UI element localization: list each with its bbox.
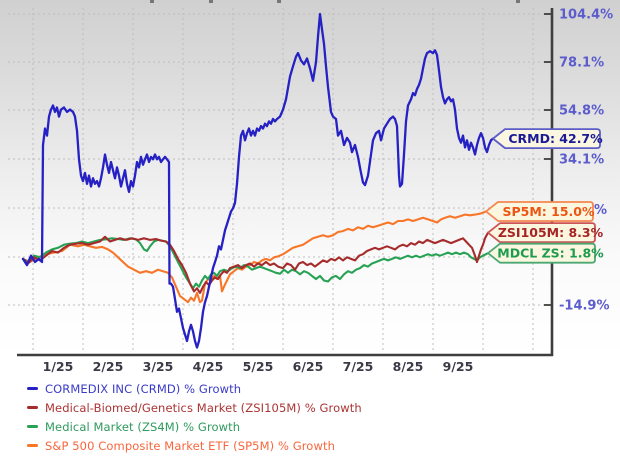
callout-zsi105m: ZSI105M: 8.3% (487, 222, 604, 244)
plot-background (0, 0, 620, 356)
cropped-top-marks (150, 0, 520, 3)
gridlines (8, 8, 552, 353)
y-tick-label: 104.4% (559, 8, 613, 23)
x-tick-label: 3/25 (143, 359, 174, 374)
legend-item-zs4m: Medical Market (ZS4M) % Growth (27, 417, 587, 436)
callout-label-sp5m: SP5M: 15.0% (502, 204, 594, 219)
y-tick-label: 34.1% (559, 153, 604, 168)
x-tick-label: 9/25 (443, 359, 474, 374)
callout-crmd: CRMD: 42.7% (492, 128, 603, 150)
callout-label-zsi105m: ZSI105M: 8.3% (498, 225, 604, 240)
x-tick-label: 1/25 (43, 359, 74, 374)
y-tick-label: 54.8% (559, 104, 604, 119)
legend-label-crmd: CORMEDIX INC (CRMD) % Growth (45, 381, 242, 396)
series-line-sp5m (21, 210, 488, 304)
callout-label-zs4m: MDCL ZS: 1.8% (497, 246, 604, 261)
legend-item-sp5m: S&P 500 Composite Market ETF (SP5M) % Gr… (27, 436, 587, 455)
x-tick-label: 4/25 (193, 359, 224, 374)
legend-item-zsi105m: Medical-Biomed/Genetics Market (ZSI105M)… (27, 398, 587, 417)
legend-label-sp5m: S&P 500 Composite Market ETF (SP5M) % Gr… (45, 438, 335, 453)
callout-sp5m: SP5M: 15.0% (485, 201, 595, 222)
legend-swatch-sp5m (27, 444, 38, 447)
series-line-zsi105m (21, 231, 490, 294)
x-axis-labels: 1/25 2/25 3/25 4/25 5/25 6/25 7/25 8/25 9/25 (43, 359, 474, 374)
y-axis-labels: 104.4% 78.1% 54.8% 34.1% -14.9% (559, 8, 613, 314)
series-line-crmd (21, 12, 495, 349)
y-tick-label: -14.9% (559, 299, 610, 314)
x-tick-label: 2/25 (93, 359, 124, 374)
legend-swatch-zs4m (27, 425, 38, 428)
legend-label-zs4m: Medical Market (ZS4M) % Growth (45, 419, 241, 434)
x-tick-label: 8/25 (393, 359, 424, 374)
legend-item-crmd: CORMEDIX INC (CRMD) % Growth (27, 379, 587, 398)
x-tick-label: 5/25 (243, 359, 274, 374)
callout-zs4m: MDCL ZS: 1.8% (487, 242, 604, 264)
y-tick-label: 78.1% (559, 56, 604, 71)
legend-swatch-zsi105m (27, 406, 38, 409)
legend-label-zsi105m: Medical-Biomed/Genetics Market (ZSI105M)… (45, 400, 362, 415)
axes (17, 8, 554, 357)
legend-swatch-crmd (27, 387, 38, 390)
callout-label-crmd: CRMD: 42.7% (508, 131, 603, 146)
x-tick-label: 6/25 (293, 359, 324, 374)
y-tick-label-partial: % (594, 203, 607, 218)
x-tick-label: 7/25 (343, 359, 374, 374)
chart-legend: CORMEDIX INC (CRMD) % Growth Medical-Bio… (27, 379, 587, 455)
